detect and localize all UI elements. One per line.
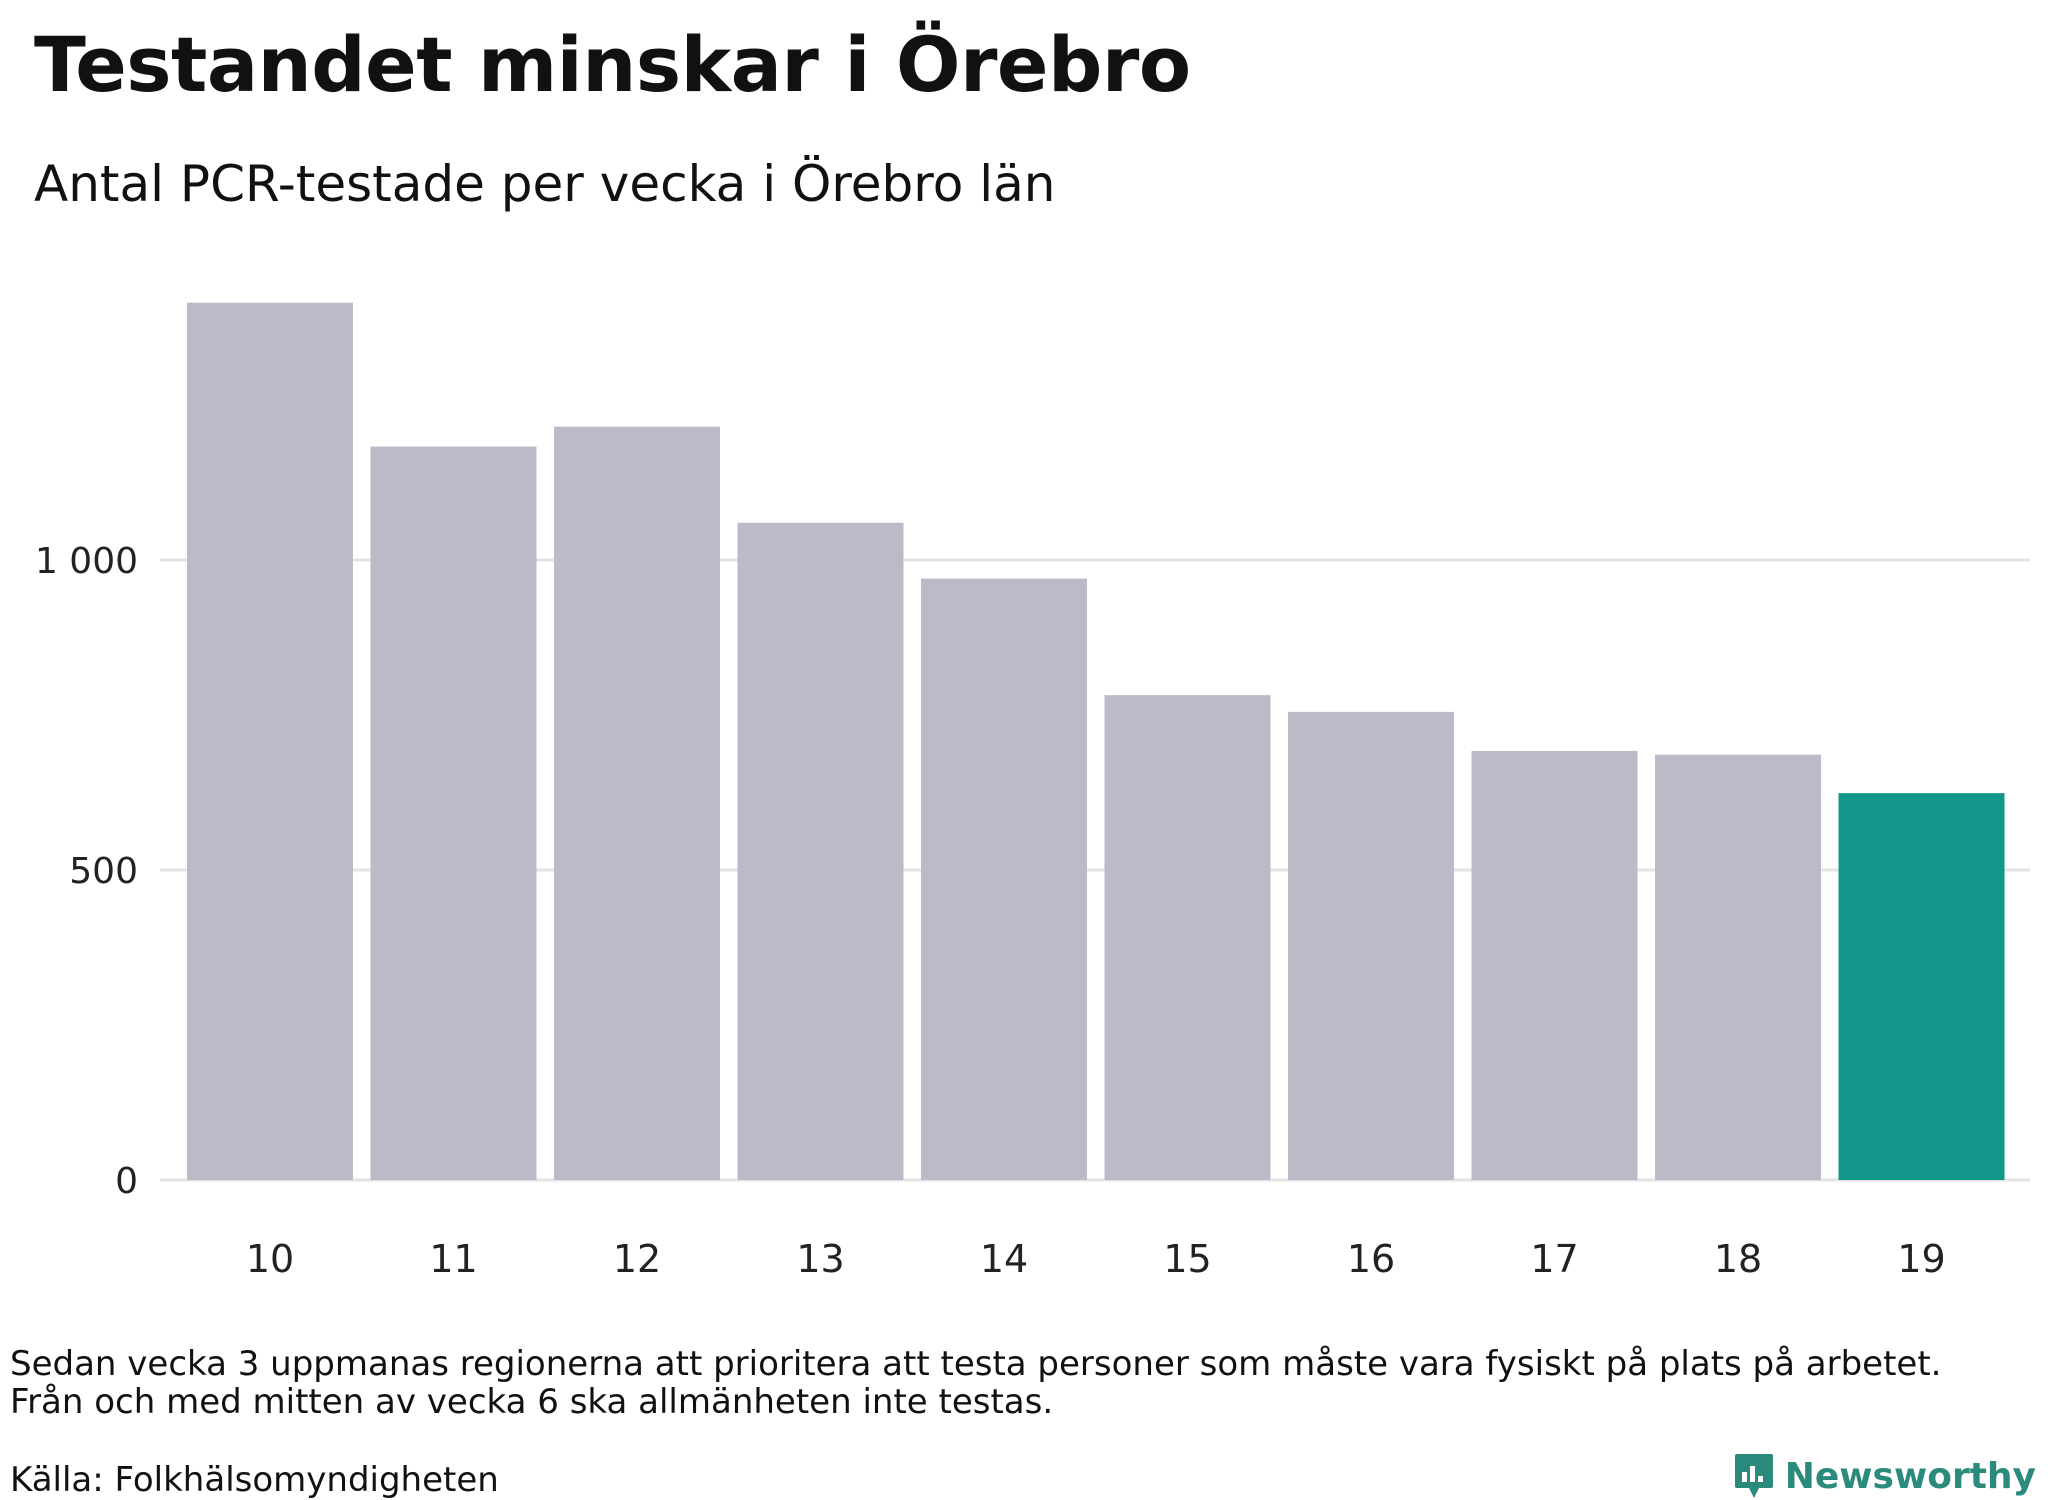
footnote-line-2: Från och med mitten av vecka 6 ska allmä…	[10, 1382, 1054, 1422]
x-tick-label: 18	[1714, 1237, 1762, 1281]
bar-week-12	[554, 426, 720, 1180]
brand: Newsworthy	[1733, 1452, 2036, 1500]
brand-name: Newsworthy	[1784, 1455, 2036, 1497]
bar-week-19	[1838, 793, 2005, 1180]
x-tick-label: 13	[796, 1237, 844, 1281]
bar-week-17	[1471, 750, 1638, 1180]
x-tick-label: 17	[1530, 1237, 1578, 1281]
bar-week-11	[370, 446, 537, 1180]
x-tick-label: 19	[1897, 1237, 1945, 1281]
chart-subtitle: Antal PCR-testade per vecka i Örebro län	[34, 155, 1056, 213]
chart-title: Testandet minskar i Örebro	[34, 20, 1191, 109]
x-tick-label: 10	[246, 1237, 294, 1281]
bar-chart: 0 500 1 000 10 11 12 13 14 15 16 17 18 19	[35, 302, 2030, 1281]
y-tick-label: 0	[115, 1161, 138, 1202]
x-tick-label: 15	[1163, 1237, 1211, 1281]
x-tick-label: 14	[980, 1237, 1028, 1281]
newsworthy-logo-icon	[1734, 1454, 1773, 1498]
bar-week-10	[187, 302, 353, 1180]
x-tick-label: 16	[1347, 1237, 1395, 1281]
bar-week-18	[1655, 754, 1821, 1180]
source-note: Källa: Folkhälsomyndigheten	[10, 1460, 499, 1500]
y-tick-label: 1 000	[35, 541, 138, 582]
footnote: Sedan vecka 3 uppmanas regionerna att pr…	[10, 1345, 1941, 1421]
bar-week-15	[1104, 695, 1271, 1180]
x-tick-label: 12	[613, 1237, 661, 1281]
bar-week-14	[921, 578, 1087, 1180]
bar-week-16	[1288, 711, 1454, 1180]
x-tick-label: 11	[429, 1237, 477, 1281]
y-tick-label: 500	[69, 851, 138, 892]
bar-week-13	[737, 522, 904, 1180]
footnote-line-1: Sedan vecka 3 uppmanas regionerna att pr…	[10, 1344, 1942, 1384]
